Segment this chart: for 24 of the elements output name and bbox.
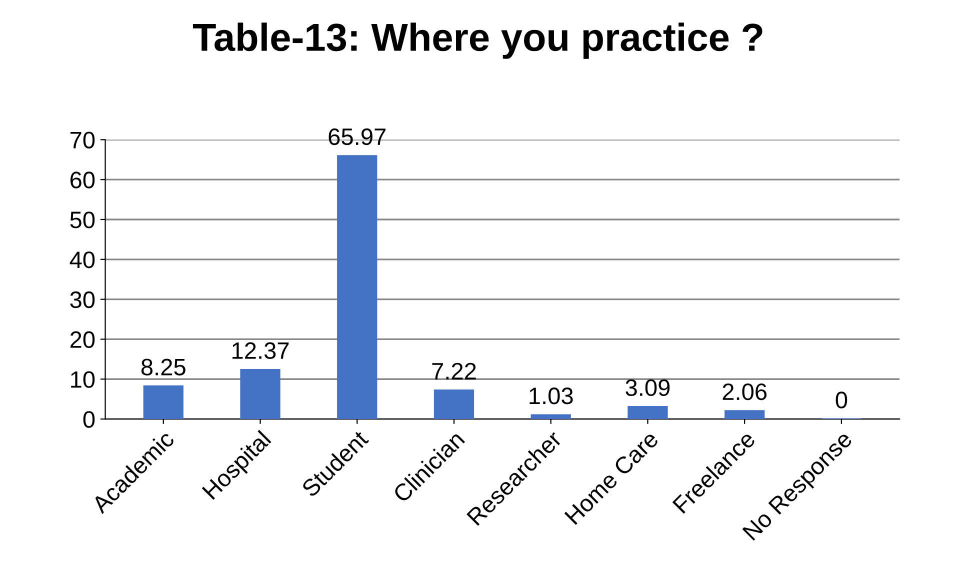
data-label: 1.03 (530, 388, 573, 404)
data-label: 0 (836, 392, 848, 408)
bar (628, 406, 668, 420)
data-label: 65.97 (328, 128, 386, 146)
bar (434, 390, 474, 420)
y-tick-label: 60 (70, 172, 95, 188)
bar (240, 368, 280, 420)
bar (530, 414, 571, 420)
chart-title: Table-13: Where you practice ? (192, 22, 762, 59)
data-label: 3.09 (626, 379, 670, 396)
data-label: 8.25 (141, 358, 186, 376)
data-label: 12.37 (232, 342, 289, 360)
data-label: 7.22 (432, 362, 476, 380)
data-label: 2.06 (722, 383, 767, 400)
y-tick-label: 50 (70, 212, 95, 228)
y-tick-label: 40 (70, 251, 95, 268)
bar (337, 155, 378, 420)
y-tick-label: 10 (71, 371, 95, 388)
y-tick-label: 20 (70, 331, 95, 348)
y-tick-label: 30 (70, 291, 95, 308)
bar (143, 385, 184, 420)
bar (724, 410, 765, 420)
y-tick-label: 70 (70, 132, 95, 148)
y-tick-label: 0 (83, 411, 95, 428)
